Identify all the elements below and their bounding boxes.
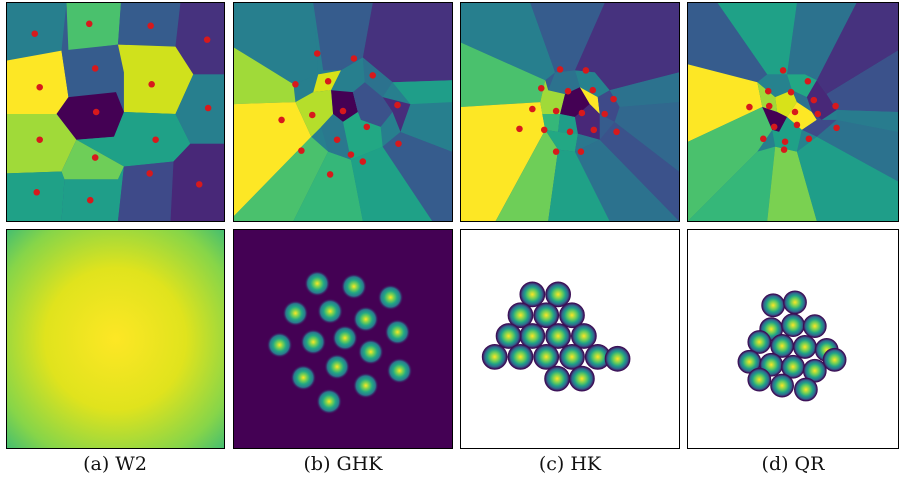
panel-qr-density (687, 229, 899, 449)
panel-qr-cells (687, 2, 899, 222)
panel-hk-density (460, 229, 680, 449)
panel-ghk-cells (233, 2, 453, 222)
caption-c: (c) HK (538, 453, 602, 475)
panel-w2-density (6, 229, 225, 449)
caption-b: (b) GHK (303, 453, 383, 475)
caption-a: (a) W2 (83, 453, 147, 475)
panel-hk-cells (460, 2, 680, 222)
panel-ghk-density (233, 229, 453, 449)
panel-w2-cells (6, 2, 225, 222)
caption-d: (d) QR (761, 453, 825, 475)
